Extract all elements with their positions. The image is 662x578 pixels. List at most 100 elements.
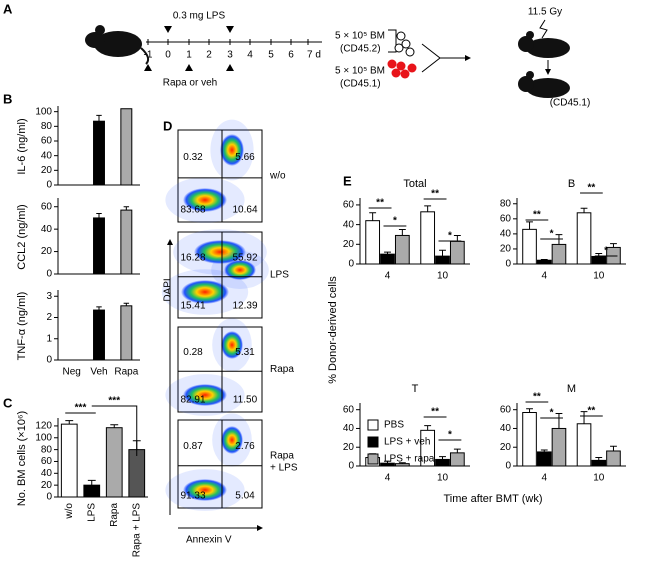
- donor-label: 5 × 10⁵ BM: [335, 66, 385, 77]
- bar: [365, 220, 381, 265]
- quadrant-value: 0.28: [183, 347, 203, 358]
- error-bar: [110, 424, 119, 428]
- bar: [536, 259, 552, 265]
- donor-label: (CD45.1): [340, 79, 381, 90]
- quadrant-value: 82.91: [180, 395, 205, 406]
- y-tick-label: 60: [41, 456, 53, 467]
- density: [221, 331, 243, 359]
- legend-label: PBS: [384, 420, 404, 431]
- donor-label: 5 × 10⁵ BM: [335, 31, 385, 42]
- y-tick-label: 60: [41, 136, 53, 147]
- error-bar: [526, 408, 533, 413]
- error-bar: [439, 456, 446, 460]
- merge-arrow: [421, 43, 470, 73]
- y-tick-label: 2: [46, 312, 52, 323]
- day-label: 3: [227, 50, 233, 61]
- bar: [435, 458, 450, 467]
- axis-label: DAPI: [163, 278, 174, 301]
- x-tick-label: Veh: [90, 367, 107, 378]
- treatment-label: Rapa or veh: [163, 78, 217, 89]
- y-tick-label: 20: [500, 244, 512, 255]
- x-tick-label: Rapa: [109, 503, 120, 527]
- error-bar: [540, 258, 548, 261]
- x-tick-label: 10: [437, 473, 449, 484]
- error-bar: [96, 212, 102, 218]
- donor-label: (CD45.2): [340, 44, 381, 55]
- density: [220, 134, 244, 166]
- quadrant-value: 91.33: [180, 491, 205, 502]
- bar: [93, 217, 105, 275]
- significance-bracket: [91, 405, 138, 456]
- chart-title: M: [567, 383, 576, 395]
- error-bar: [424, 425, 432, 431]
- lps-label: 0.3 mg LPS: [173, 11, 226, 22]
- error-bar: [369, 212, 377, 221]
- legend-swatch: [367, 453, 379, 465]
- error-bar: [555, 234, 563, 245]
- y-tick-label: 20: [41, 246, 53, 257]
- y-tick-label: 80: [41, 121, 53, 132]
- bar: [105, 427, 123, 498]
- x-axis-label: Time after BMT (wk): [443, 493, 542, 505]
- quadrant-value: 5.31: [235, 347, 255, 358]
- quadrant-value: 11.50: [233, 395, 258, 406]
- recipient-label: (CD45.1): [550, 98, 591, 109]
- error-bar: [65, 420, 74, 425]
- significance-label: **: [376, 198, 384, 209]
- bar: [380, 253, 395, 265]
- legend-label: LPS + veh: [384, 437, 430, 448]
- y-tick-label: 40: [41, 150, 53, 161]
- y-tick-label: 20: [41, 480, 53, 491]
- bar: [83, 484, 101, 498]
- bar: [120, 108, 133, 186]
- bar: [591, 459, 607, 467]
- bar: [60, 423, 78, 498]
- density: [224, 260, 256, 280]
- bar: [522, 228, 537, 265]
- day-label: 7 d: [307, 50, 321, 61]
- y-tick-label: 60: [41, 201, 53, 212]
- quadrant-value: 83.68: [180, 205, 205, 216]
- quadrant-value: 10.64: [232, 205, 257, 216]
- bar: [435, 255, 450, 265]
- error-bar: [610, 243, 617, 248]
- sample-label: LPS: [270, 270, 289, 281]
- y-tick-label: 60: [500, 404, 512, 415]
- significance-label: **: [587, 406, 595, 417]
- axis-label: Annexin V: [186, 535, 232, 546]
- y-tick-label: 0: [46, 180, 52, 191]
- error-bar: [398, 229, 406, 236]
- y-tick-label: 100: [35, 106, 52, 117]
- significance-label: *: [550, 408, 554, 419]
- x-tick-label: 10: [593, 473, 605, 484]
- y-tick-label: 20: [500, 442, 512, 453]
- chart-title: T: [412, 383, 419, 395]
- x-tick-label: Rapa + LPS: [131, 503, 142, 558]
- density: [194, 240, 246, 264]
- bar: [576, 423, 592, 467]
- quadrant-value: 55.92: [232, 252, 257, 263]
- density: [183, 479, 227, 501]
- y-tick-label: 0: [46, 269, 52, 280]
- legend-swatch: [367, 436, 379, 448]
- quadrant-value: 12.39: [232, 301, 257, 312]
- x-tick-label: 10: [593, 271, 605, 282]
- y-tick-label: 0: [505, 259, 511, 270]
- quadrant-value: 2.76: [235, 441, 255, 452]
- y-tick-label: 40: [41, 468, 53, 479]
- x-tick-label: 4: [385, 271, 391, 282]
- day-label: -1: [144, 50, 153, 61]
- cells-icon: [387, 59, 417, 79]
- chart-title: Total: [403, 178, 426, 190]
- quadrant-value: 5.66: [235, 152, 255, 163]
- x-tick-label: LPS: [86, 503, 97, 522]
- significance-label: *: [550, 229, 554, 240]
- significance-label: ***: [108, 396, 120, 407]
- day-label: 4: [247, 50, 253, 61]
- bar: [449, 240, 465, 265]
- significance-label: ***: [75, 403, 87, 414]
- y-tick-label: 20: [343, 239, 355, 250]
- error-bar: [453, 234, 461, 242]
- bar: [128, 449, 146, 498]
- significance-label: **: [587, 183, 595, 194]
